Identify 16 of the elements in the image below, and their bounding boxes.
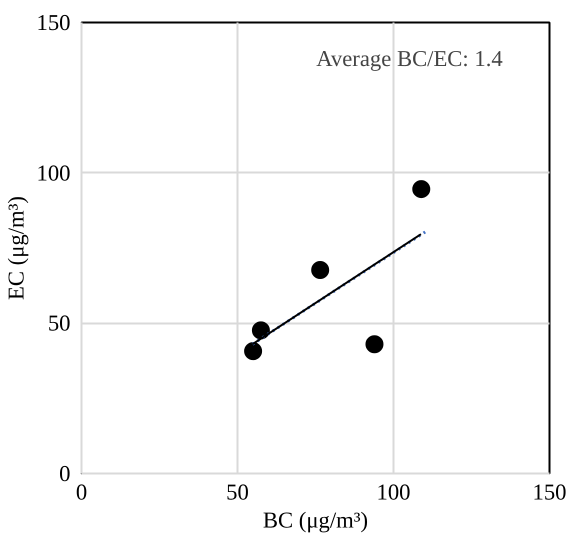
point [365, 335, 384, 354]
y-tick-label: 150 [36, 10, 70, 35]
x-tick-label: 100 [376, 480, 410, 504]
x-tick-label: 150 [532, 480, 566, 504]
point [252, 321, 270, 340]
point [311, 260, 330, 279]
annotation: Average BC/EC: 1.4 [316, 46, 503, 72]
y-tick-label: 0 [59, 461, 70, 486]
y-tick-label: 100 [36, 160, 70, 186]
y-tick-label: 50 [48, 310, 70, 336]
x-tick-label: 50 [226, 480, 249, 504]
y-axis-title: EC (μg/m³) [4, 196, 29, 300]
x-tick-label: 0 [76, 480, 88, 504]
point [412, 180, 430, 198]
x-axis-title: BC (μg/m³) [262, 508, 368, 532]
point [244, 342, 262, 360]
